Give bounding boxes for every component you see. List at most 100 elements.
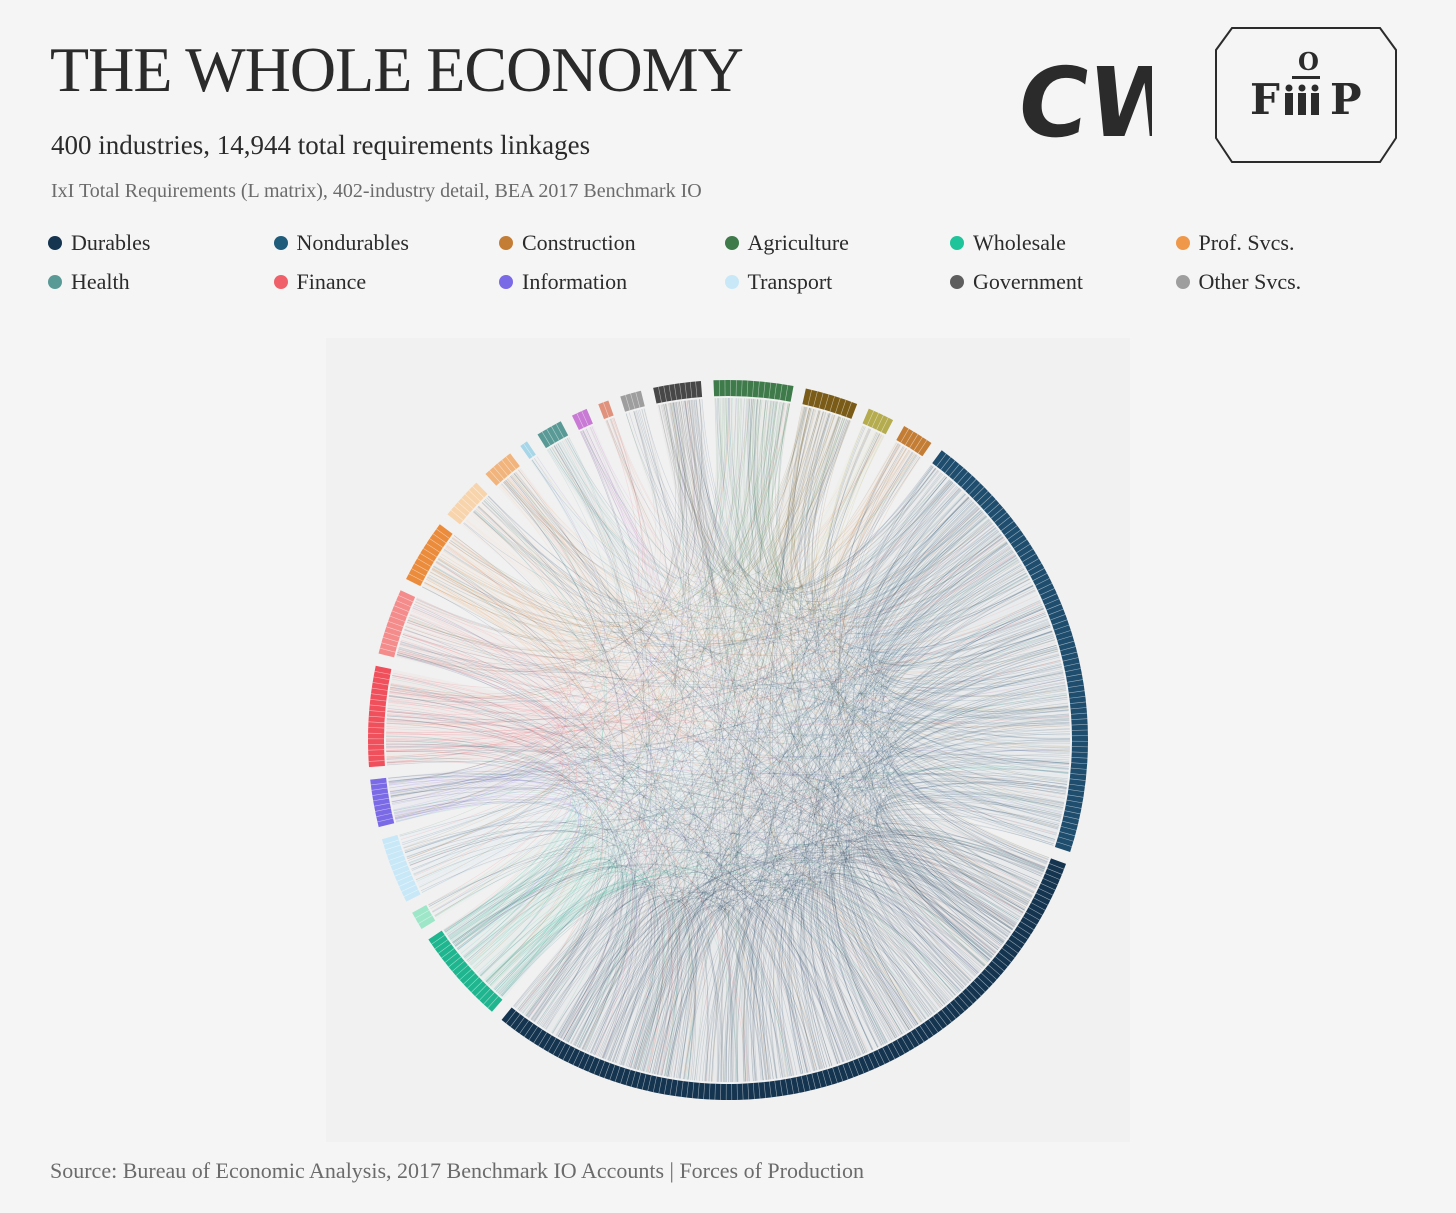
arc-tick [403,889,419,897]
arc-tick [373,676,390,680]
chord-ribbon [465,520,668,1073]
chord-ribbon [451,866,693,1080]
chord-ribbon [870,509,1056,840]
arc-tick [1001,947,1015,958]
arc-tick [1022,916,1037,926]
chord-ribbon [789,717,1070,1074]
chord-ribbon [409,830,810,1073]
arc-tick [368,760,385,762]
chord-ribbon [472,511,912,1030]
arc-tick [368,715,385,718]
chord-ribbon [385,735,628,1052]
chord-ribbon [838,456,988,964]
chord-ribbon [737,398,954,998]
arc-tick [689,381,693,398]
chord-ribbon [386,672,559,752]
arc-tick [386,849,403,856]
chord-ribbon [433,467,936,635]
chord-ribbon [816,637,1055,1060]
arc-tick [980,495,993,507]
arc-tick [368,727,385,729]
chord-ribbon [528,401,688,1018]
chord-ribbon [637,905,689,1075]
arc-tick [840,399,847,416]
chord-ribbon [485,823,1045,983]
arc-tick [876,415,884,430]
chord-ribbon [397,650,1066,798]
chord-ribbon [610,418,699,1080]
chord-ribbon [642,858,1016,1072]
arc-tick [1061,651,1078,657]
chord-ribbon [388,654,561,715]
arc-tick [567,1048,576,1063]
chord-ribbon [869,532,1025,647]
chord-ribbon [406,621,1024,914]
chord-ribbon [431,568,978,975]
chord-ribbon [756,399,1003,945]
chord-ribbon [472,402,682,605]
chord-ribbon [451,538,1070,748]
chord-ribbon [475,449,910,612]
chord-ribbon [405,773,1067,854]
legend-swatch [499,275,513,289]
chord-ribbon [663,404,1066,796]
arc-tick [816,1072,822,1088]
chord-ribbon [717,398,980,602]
arc-tick [1019,548,1034,558]
chord-ribbon [797,429,872,1054]
chord-ribbon [452,659,1061,944]
chord-ribbon [633,411,808,1073]
chord-ribbon [665,871,993,1077]
arc-tick [631,1071,636,1087]
chord-ribbon [673,402,833,1066]
chord-ribbon [386,695,559,727]
chord-ribbon [708,889,945,1082]
chord-ribbon [408,410,656,651]
chord-ribbon [775,402,1069,713]
arc-tick [953,999,965,1012]
chord-ribbon [454,864,861,1056]
chord-ribbon [582,430,1030,635]
chord-ribbon [661,854,1023,1076]
arc-tick [1056,841,1072,847]
chord-ribbon [570,679,1065,1044]
chord-ribbon [769,407,816,1071]
chord-arc-segment [370,777,395,828]
chord-ribbon [437,558,656,1068]
chord-ribbon [555,444,676,1074]
chord-ribbon [634,403,790,1070]
chord-ribbon [389,420,639,699]
chord-ribbon [501,777,1068,997]
chord-ribbon [388,397,728,702]
chord-ribbon [881,620,1049,914]
arc-tick [972,486,985,499]
chord-ribbon [772,401,1024,913]
arc-tick [928,1019,939,1033]
arc-tick [1027,563,1042,572]
arc-tick [501,459,513,473]
chord-ribbon [827,428,1061,678]
arc-tick [562,1045,571,1061]
chord-ribbon [858,472,1065,690]
chord-ribbon [696,399,1071,741]
chord-ribbon [870,501,1071,739]
chord-ribbon [750,476,947,1082]
chord-ribbon [852,497,988,624]
chord-ribbon [501,528,997,997]
chord-ribbon [470,514,695,1080]
arc-tick [857,1058,865,1074]
arc-tick [1068,690,1085,694]
arc-tick [952,467,964,481]
chord-ribbon [665,403,946,1005]
chord-arc-segment [713,379,794,402]
chord-ribbon [408,830,722,1082]
chord-ribbon [863,481,1070,755]
chord-ribbon [861,493,1033,896]
arc-tick [487,995,499,1009]
chart-description: IxI Total Requirements (L matrix), 402-i… [51,180,702,202]
chord-ribbon [702,722,1070,1082]
chord-ribbon [633,898,882,1069]
chord-ribbon [786,406,970,984]
legend-item-wholesale: Wholesale [950,230,1176,256]
chord-ribbon [549,448,982,612]
